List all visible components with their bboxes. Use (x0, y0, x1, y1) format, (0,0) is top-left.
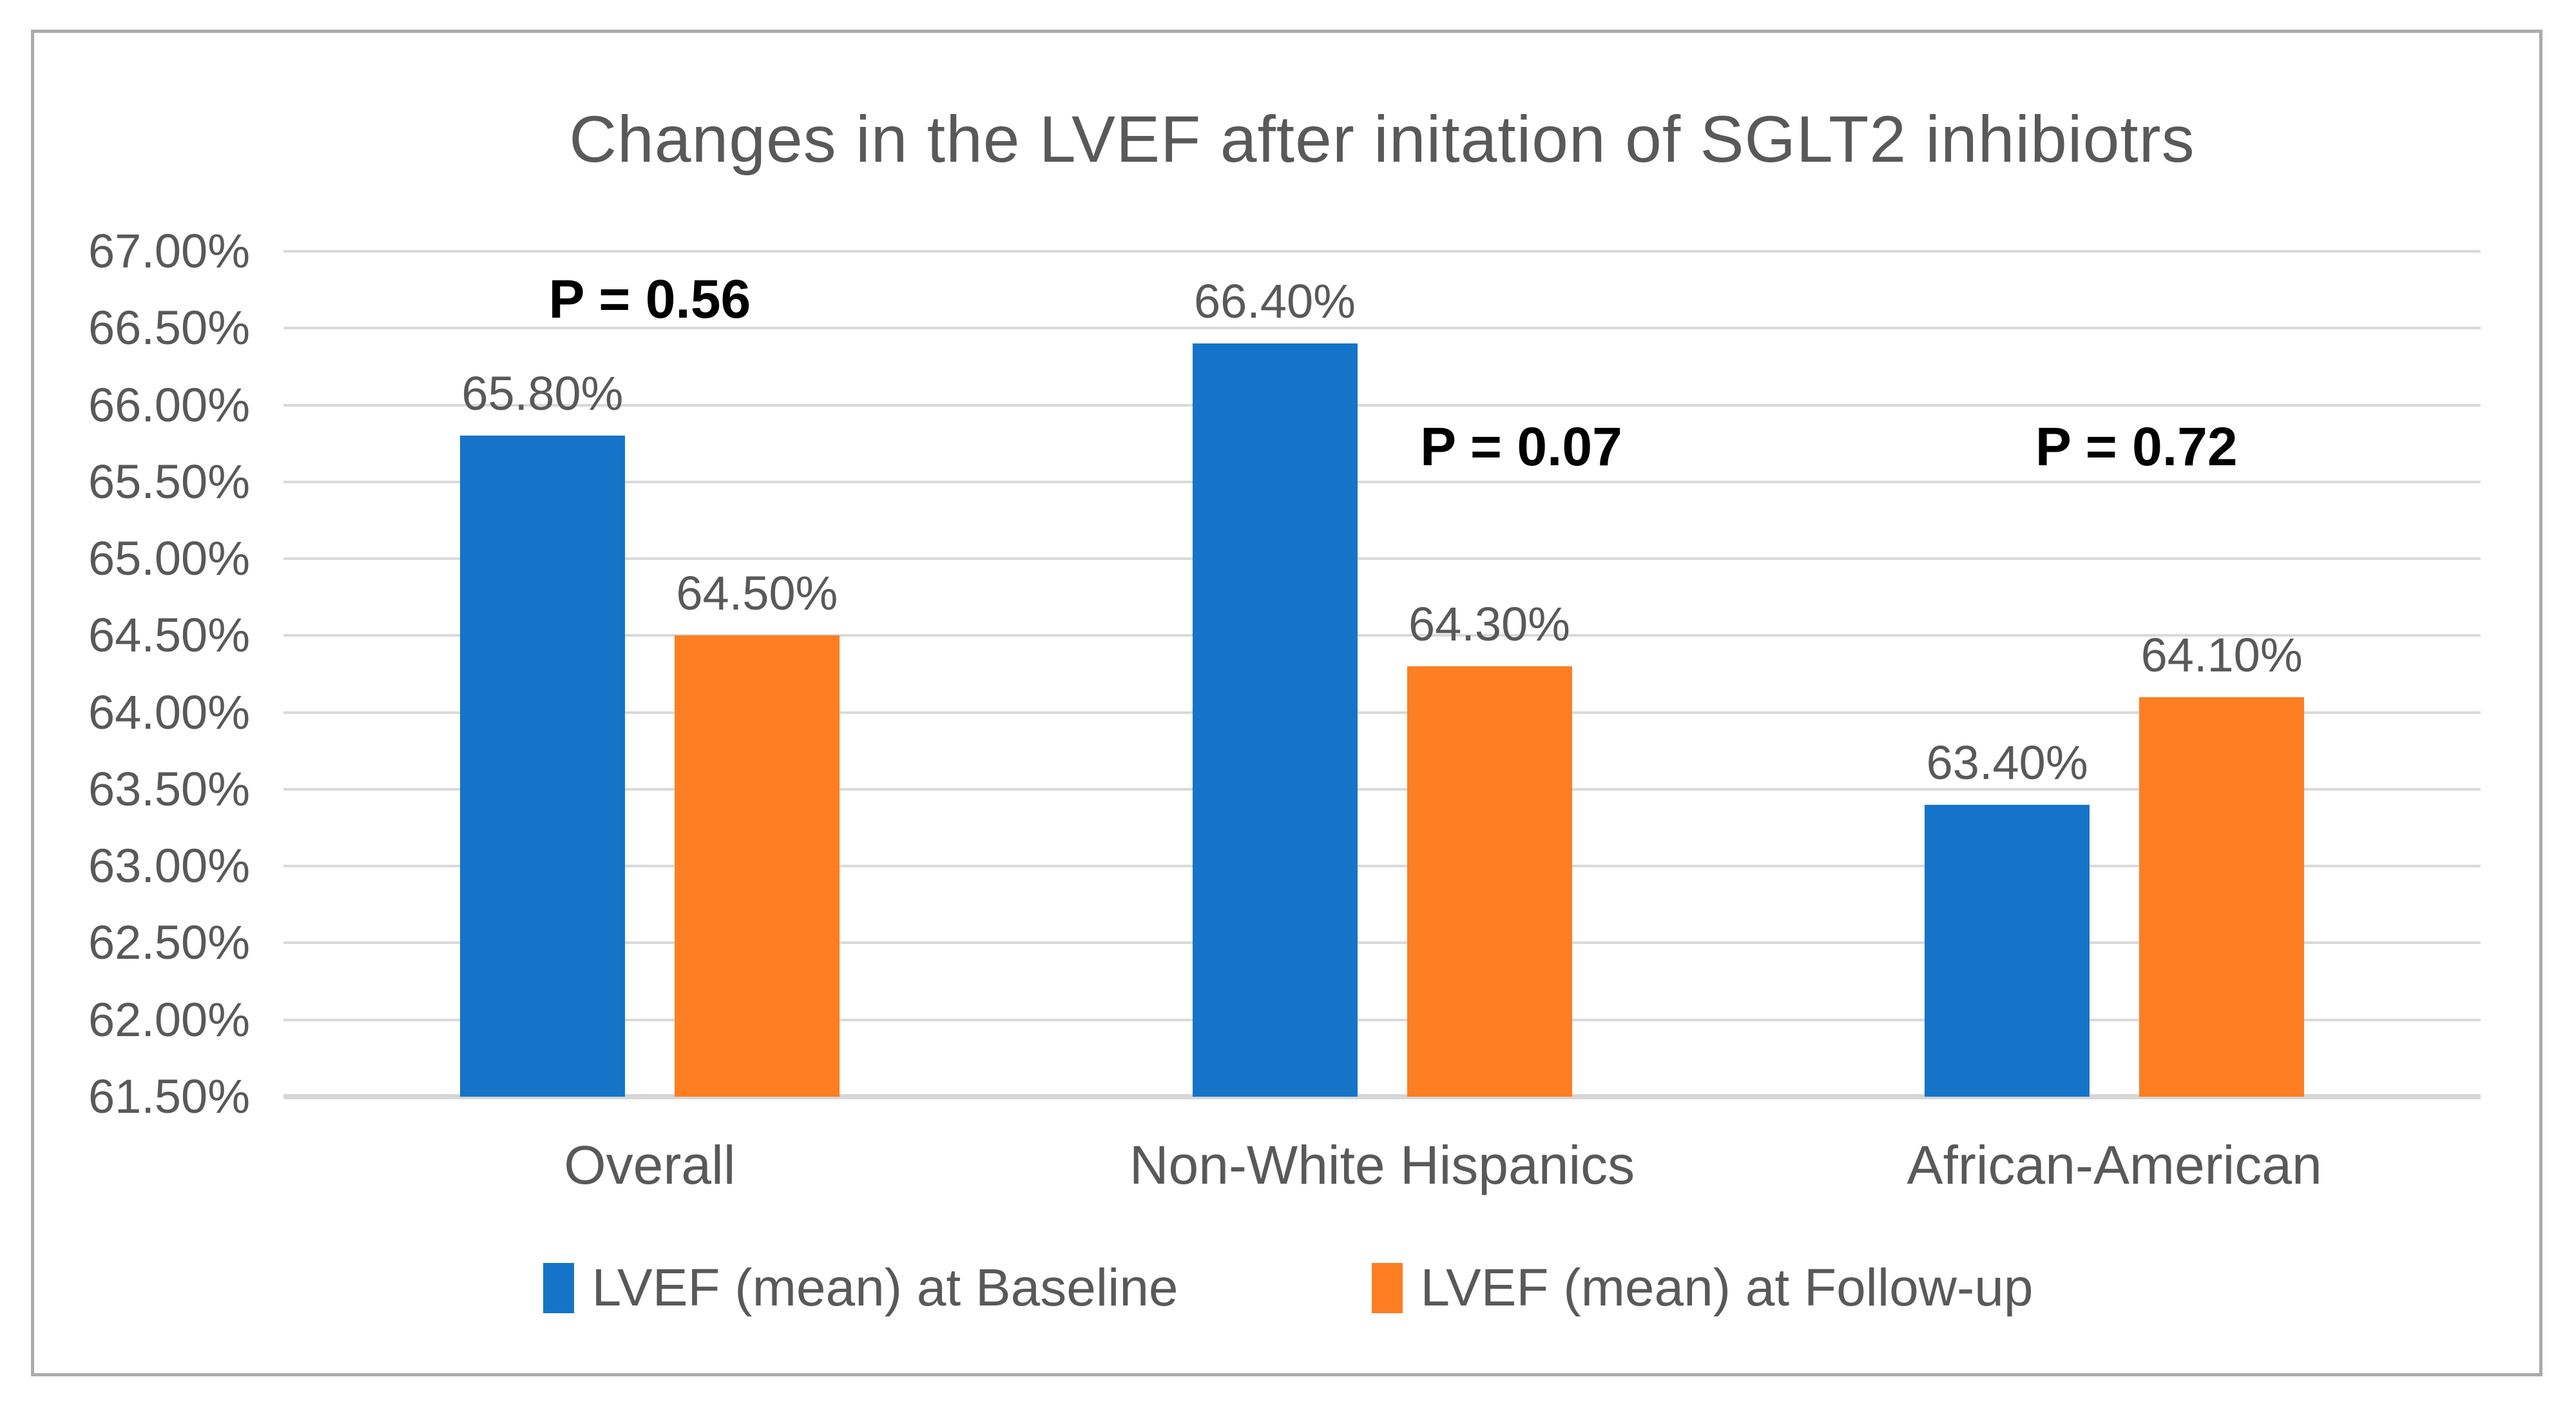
y-axis-tick-label: 63.50% (88, 762, 250, 816)
bar-series1-cat0 (674, 635, 840, 1097)
p-value-label: P = 0.72 (2035, 416, 2238, 477)
legend-item: LVEF (mean) at Baseline (543, 1258, 1178, 1318)
gridline (284, 941, 2481, 945)
category-label: Non-White Hispanics (1129, 1135, 1635, 1195)
gridline (284, 787, 2481, 791)
y-axis-tick-label: 62.00% (88, 992, 250, 1046)
gridline (284, 865, 2481, 868)
data-label: 63.40% (1926, 735, 2088, 789)
bar-series1-cat2 (2139, 697, 2305, 1097)
y-axis-tick-label: 65.00% (88, 532, 250, 586)
chart-title: Changes in the LVEF after initation of S… (569, 102, 2195, 176)
gridline (284, 557, 2481, 561)
y-axis-tick-label: 64.50% (88, 608, 250, 662)
gridline (284, 327, 2481, 330)
y-axis-tick-label: 61.50% (88, 1070, 250, 1123)
bar-series0-cat0 (459, 436, 625, 1097)
y-axis-tick-label: 66.50% (88, 301, 250, 355)
gridline (284, 711, 2481, 714)
legend: LVEF (mean) at Baseline LVEF (mean) at Fo… (0, 1258, 2576, 1318)
y-axis-tick-label: 64.00% (88, 685, 250, 739)
gridline (284, 250, 2481, 253)
legend-label: LVEF (mean) at Follow-up (1420, 1258, 2033, 1317)
y-axis-tick-label: 63.00% (88, 839, 250, 893)
legend-swatch-followup (1371, 1263, 1403, 1313)
data-label: 65.80% (461, 367, 624, 421)
gridline (284, 634, 2481, 637)
data-label: 64.50% (676, 566, 838, 621)
data-label: 64.30% (1408, 597, 1570, 651)
bar-series1-cat1 (1407, 666, 1572, 1097)
p-value-label: P = 0.07 (1420, 416, 1622, 477)
data-label: 64.10% (2140, 628, 2303, 682)
gridline (284, 1018, 2481, 1021)
category-label: Overall (564, 1135, 736, 1195)
bar-series0-cat2 (1925, 804, 2090, 1097)
y-axis-tick-label: 67.00% (88, 224, 250, 278)
gridline (284, 480, 2481, 483)
y-axis-tick-label: 62.50% (88, 916, 250, 970)
p-value-label: P = 0.56 (548, 269, 751, 330)
y-axis-tick-label: 65.50% (88, 454, 250, 508)
y-axis-tick-label: 66.00% (88, 378, 250, 432)
x-axis-line (284, 1094, 2481, 1099)
bar-series0-cat1 (1192, 343, 1358, 1097)
legend-swatch-baseline (543, 1263, 574, 1313)
category-label: African-American (1907, 1135, 2322, 1195)
gridline (284, 403, 2481, 407)
legend-label: LVEF (mean) at Baseline (591, 1258, 1178, 1317)
data-label: 66.40% (1194, 274, 1356, 329)
legend-item: LVEF (mean) at Follow-up (1371, 1258, 2033, 1318)
